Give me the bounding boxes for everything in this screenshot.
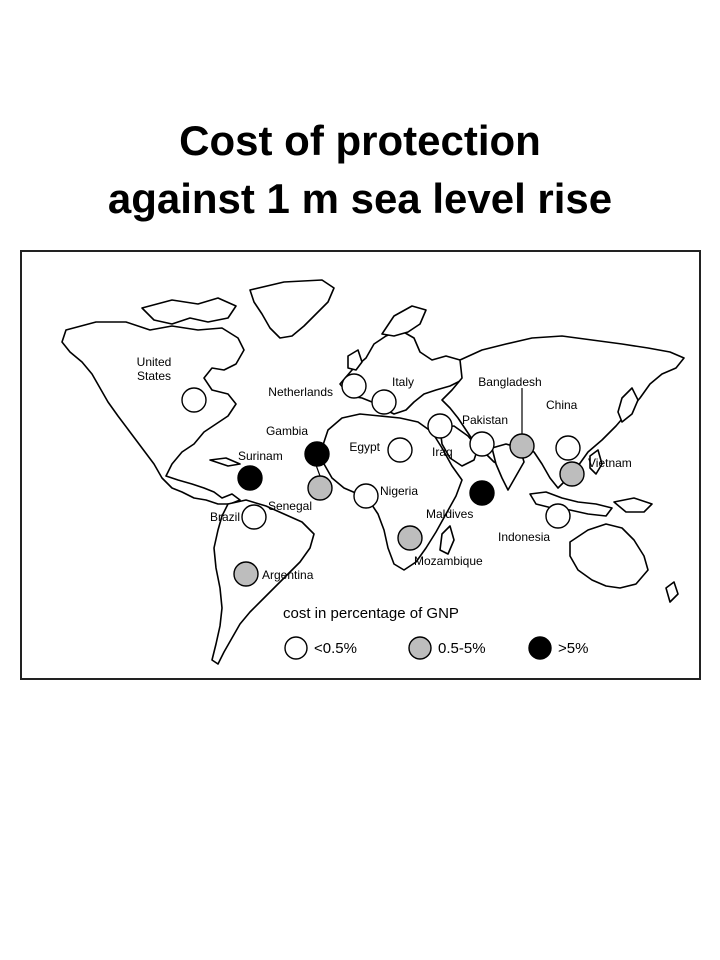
legend: cost in percentage of GNP <0.5% 0.5-5% >5% xyxy=(283,605,588,660)
scandinavia-outline xyxy=(381,305,427,337)
africa-outline xyxy=(321,413,463,571)
indonesia-label: Indonesia xyxy=(498,530,550,544)
nigeria-label: Nigeria xyxy=(380,484,418,498)
japan-outline xyxy=(617,387,639,423)
senegal-marker xyxy=(307,475,333,501)
north-america-outline xyxy=(61,321,245,505)
bangladesh-label: Bangladesh xyxy=(478,375,541,389)
caribbean-outline xyxy=(209,457,241,467)
south-america-outline xyxy=(211,499,315,665)
maldives-label: Maldives xyxy=(426,507,473,521)
country-labels: United States Netherlands Italy Gambia Surina… xyxy=(137,355,632,582)
title-line-1: Cost of protection xyxy=(179,117,541,164)
gambia-label: Gambia xyxy=(266,424,308,438)
legend-items: <0.5% 0.5-5% >5% xyxy=(284,636,588,660)
netherlands-label: Netherlands xyxy=(268,385,333,399)
gambia-marker xyxy=(304,441,330,467)
indonesia-outline xyxy=(529,491,613,517)
arctic-islands-outline xyxy=(141,297,237,325)
italy-label: Italy xyxy=(392,375,414,389)
world-map-canvas: United States Netherlands Italy Gambia Surina… xyxy=(61,279,685,665)
legend-label-high: >5% xyxy=(558,640,588,657)
china-label: China xyxy=(546,398,578,412)
egypt-label: Egypt xyxy=(349,440,380,454)
legend-swatch-medium xyxy=(408,636,432,660)
philippines-outline xyxy=(589,449,603,475)
australia-outline xyxy=(569,523,649,589)
surinam-label: Surinam xyxy=(238,449,283,463)
pakistan-marker xyxy=(469,431,495,457)
greenland-outline xyxy=(249,279,335,339)
mozambique-marker xyxy=(397,525,423,551)
legend-label-medium: 0.5-5% xyxy=(438,640,486,657)
country-markers xyxy=(181,373,585,587)
madagascar-outline xyxy=(439,525,455,555)
surinam-marker xyxy=(237,465,263,491)
british-isles-outline xyxy=(347,349,363,371)
netherlands-marker xyxy=(341,373,367,399)
arabia-outline xyxy=(439,425,479,467)
title-line-2: against 1 m sea level rise xyxy=(107,175,613,222)
egypt-marker xyxy=(387,437,413,463)
page-title: Cost of protection against 1 m sea level… xyxy=(0,112,720,228)
mozambique-label: Mozambique xyxy=(414,554,483,568)
maldives-marker xyxy=(469,480,495,506)
iraq-label: Iraq xyxy=(432,445,453,459)
china-marker xyxy=(555,435,581,461)
nigeria-marker xyxy=(353,483,379,509)
new-zealand-outline xyxy=(665,581,679,603)
indonesia-marker xyxy=(545,503,571,529)
bangladesh-marker xyxy=(509,433,535,459)
argentina-marker xyxy=(233,561,259,587)
world-map: United States Netherlands Italy Gambia Surina… xyxy=(20,250,701,680)
senegal-label: Senegal xyxy=(268,499,312,513)
legend-label-low: <0.5% xyxy=(314,640,357,657)
new-guinea-outline xyxy=(613,497,653,513)
brazil-label: Brazil xyxy=(210,510,240,524)
legend-swatch-high xyxy=(528,636,552,660)
vietnam-label: Vietnam xyxy=(588,456,632,470)
brazil-marker xyxy=(241,504,267,530)
united-states-marker xyxy=(181,387,207,413)
italy-marker xyxy=(371,389,397,415)
pakistan-label: Pakistan xyxy=(462,413,508,427)
iraq-marker xyxy=(427,413,453,439)
legend-title: cost in percentage of GNP xyxy=(283,605,459,622)
united-states-label: United States xyxy=(137,355,172,383)
vietnam-marker xyxy=(559,461,585,487)
legend-swatch-low xyxy=(284,636,308,660)
land-outlines xyxy=(61,279,685,665)
argentina-label: Argentina xyxy=(262,568,314,582)
